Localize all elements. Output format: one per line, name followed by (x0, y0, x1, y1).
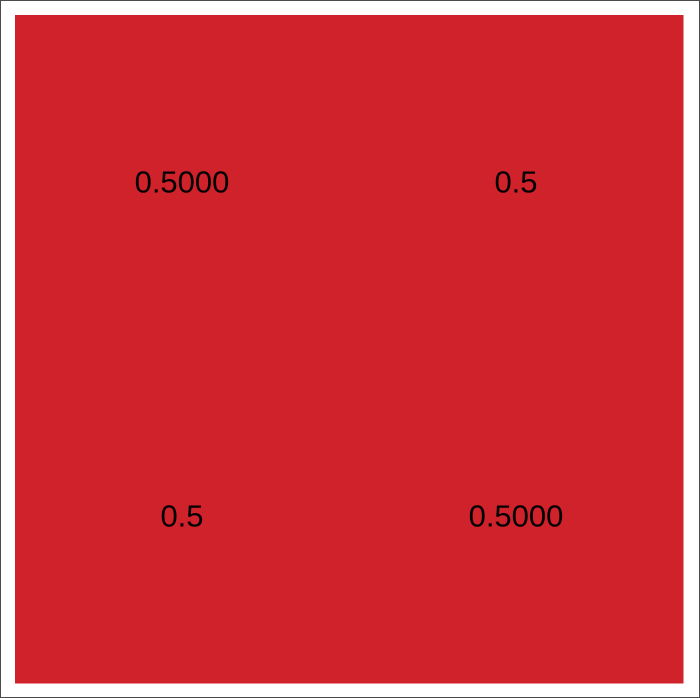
heatmap-cell-r0-c0 (15, 15, 350, 350)
heatmap-cell-r1-c1 (349, 349, 684, 684)
heatmap-labels: 0.5000 0.5 0.5 0.5000 (135, 165, 564, 534)
cell-label-r0-c1: 0.5 (494, 165, 537, 200)
heatmap-cells (15, 15, 684, 684)
cell-label-r1-c0: 0.5 (160, 499, 203, 534)
heatmap-cell-r0-c1 (349, 15, 684, 350)
heatmap-cell-r1-c0 (15, 349, 350, 684)
cell-label-r1-c1: 0.5000 (469, 499, 564, 534)
cell-label-r0-c0: 0.5000 (135, 165, 230, 200)
